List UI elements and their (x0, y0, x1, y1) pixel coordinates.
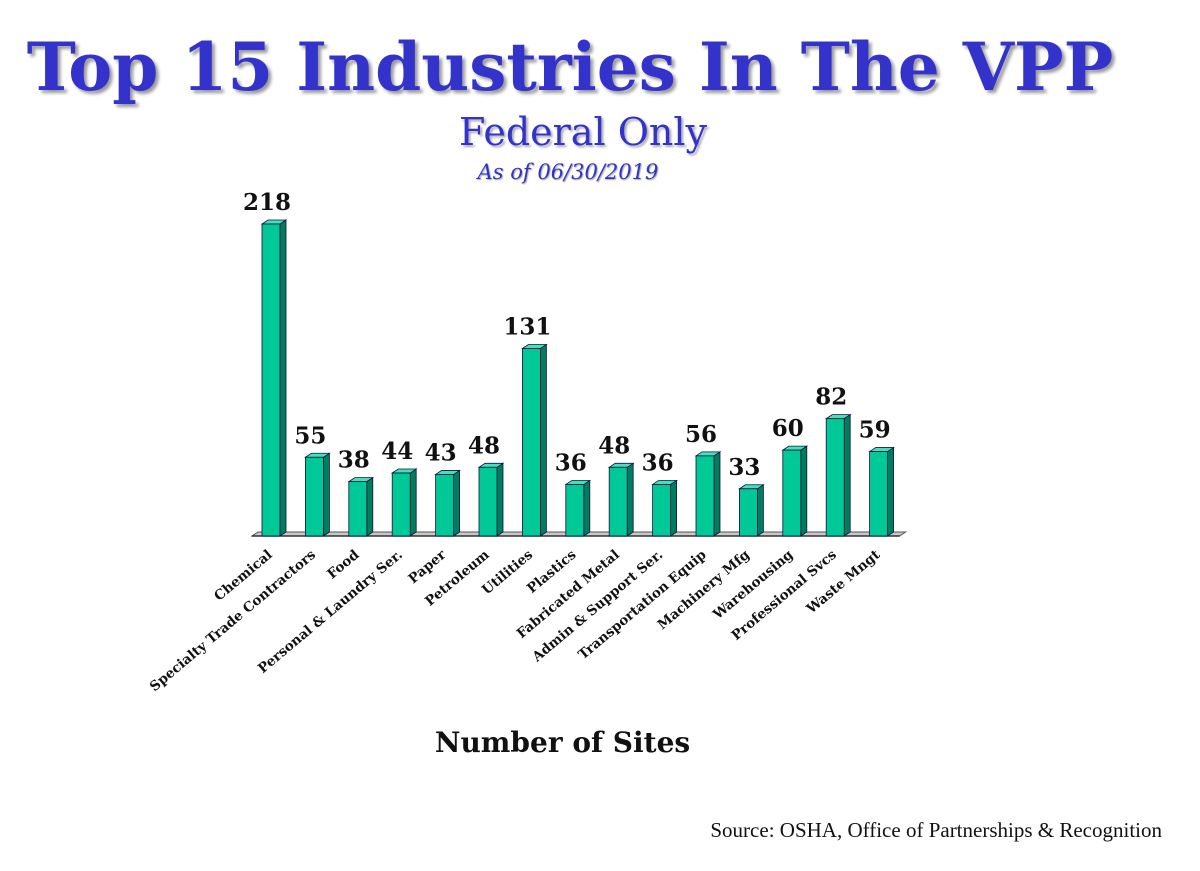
bar-side (800, 445, 808, 537)
bar-front (608, 466, 628, 537)
value-label: 36 (642, 449, 674, 476)
value-labels: 218 55 38 44 43 48 131 36 48 36 56 33 60 82 59 (243, 189, 891, 481)
value-label: 33 (728, 454, 760, 481)
bar (564, 479, 592, 537)
bar-side (757, 484, 764, 537)
bar-front (869, 451, 888, 537)
bar-front (695, 455, 715, 537)
bar-side (366, 476, 374, 537)
value-label: 48 (598, 432, 630, 459)
bar-side (626, 462, 634, 537)
bar-front (739, 488, 758, 537)
bar-side (713, 451, 721, 537)
bar-side (540, 343, 547, 537)
category-label: Specialty Trade Contractors (147, 547, 319, 695)
bar (738, 484, 765, 537)
value-label: 131 (503, 314, 551, 341)
bar-front (304, 456, 324, 537)
bar (390, 468, 418, 537)
value-label: 56 (685, 421, 717, 448)
bar-side (453, 469, 461, 537)
bar-side (887, 446, 894, 537)
bar (868, 446, 895, 537)
bar (781, 445, 809, 537)
bar (651, 479, 678, 537)
value-label: 43 (425, 439, 457, 466)
value-label: 60 (772, 415, 804, 442)
chart-title: Top 15 Industries In The VPP (26, 28, 1114, 106)
bar-front (391, 472, 411, 537)
x-axis-title: Number of Sites (434, 726, 691, 759)
bar-front (261, 223, 281, 537)
bar-front (435, 474, 455, 537)
bar-front (478, 466, 498, 537)
bar-front (825, 418, 845, 537)
bar (824, 413, 852, 537)
bar (521, 343, 548, 537)
bar-side (496, 462, 504, 537)
bar-front (782, 449, 802, 537)
value-label: 44 (381, 438, 413, 465)
value-label: 59 (859, 417, 891, 444)
bar (434, 469, 461, 537)
value-label: 38 (338, 447, 370, 474)
bar (260, 219, 288, 537)
bar (694, 451, 722, 537)
category-label: Food (324, 546, 363, 582)
bar-side (670, 479, 677, 537)
bar-side (322, 452, 330, 537)
bar-front (652, 484, 671, 537)
bar-front (565, 484, 585, 537)
value-label: 48 (468, 432, 500, 459)
bar-front (348, 481, 368, 537)
bar (347, 476, 375, 537)
bar-side (583, 479, 591, 537)
bar-side (279, 219, 287, 537)
bar (304, 452, 331, 537)
category-label: Waste Mngt (803, 546, 884, 617)
source-note: Source: OSHA, Office of Partnerships & R… (710, 818, 1162, 842)
chart-subtitle: Federal Only (459, 110, 707, 154)
as-of-date: As of 06/30/2019 (477, 160, 659, 184)
bar (607, 462, 635, 537)
value-label: 55 (294, 422, 326, 449)
value-label: 36 (555, 449, 587, 476)
bar-side (409, 468, 417, 537)
bar (477, 462, 505, 537)
bar-side (843, 413, 851, 537)
value-label: 218 (243, 189, 291, 216)
bar-series (260, 219, 895, 537)
value-label: 82 (815, 384, 847, 411)
bar-front (522, 348, 541, 537)
